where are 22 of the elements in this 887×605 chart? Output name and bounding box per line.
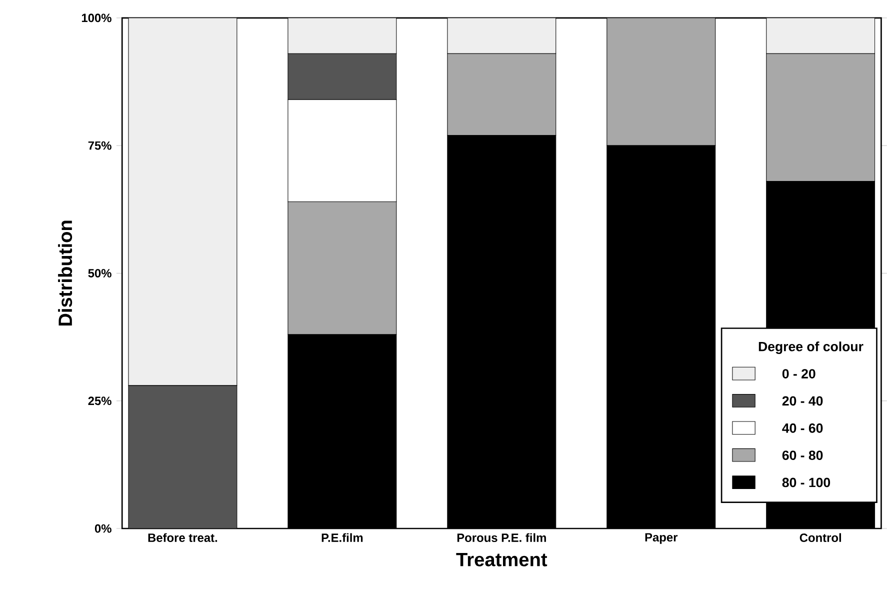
legend-label: 40 - 60: [782, 423, 823, 433]
y-tick-label: 100%: [82, 14, 112, 22]
bar: [447, 53, 556, 136]
x-tick-label: Before treat.: [148, 533, 218, 542]
y-tick-label: 50%: [88, 268, 112, 278]
y-axis-title: Distribution: [58, 220, 72, 326]
y-tick-label: 75%: [88, 141, 112, 150]
x-axis-title: Treatment: [456, 552, 548, 566]
x-tick-label: P.E.film: [322, 533, 363, 542]
y-tick-label: 25%: [88, 396, 112, 406]
bar: [606, 18, 716, 146]
bar: [288, 201, 397, 335]
legend-label: 0 - 20: [782, 368, 816, 378]
x-tick-label: Porous P.E. film: [457, 533, 546, 542]
x-tick-label: Control: [800, 533, 841, 542]
legend-title: Degree of colour: [758, 341, 864, 354]
legend-label: 20 - 40: [782, 396, 823, 406]
bar: [766, 53, 876, 182]
legend-label: 60 - 80: [782, 450, 823, 460]
legend-label: 80 - 100: [782, 478, 830, 488]
y-tick-label: 0%: [94, 524, 112, 533]
x-tick-label: Paper: [645, 533, 678, 544]
